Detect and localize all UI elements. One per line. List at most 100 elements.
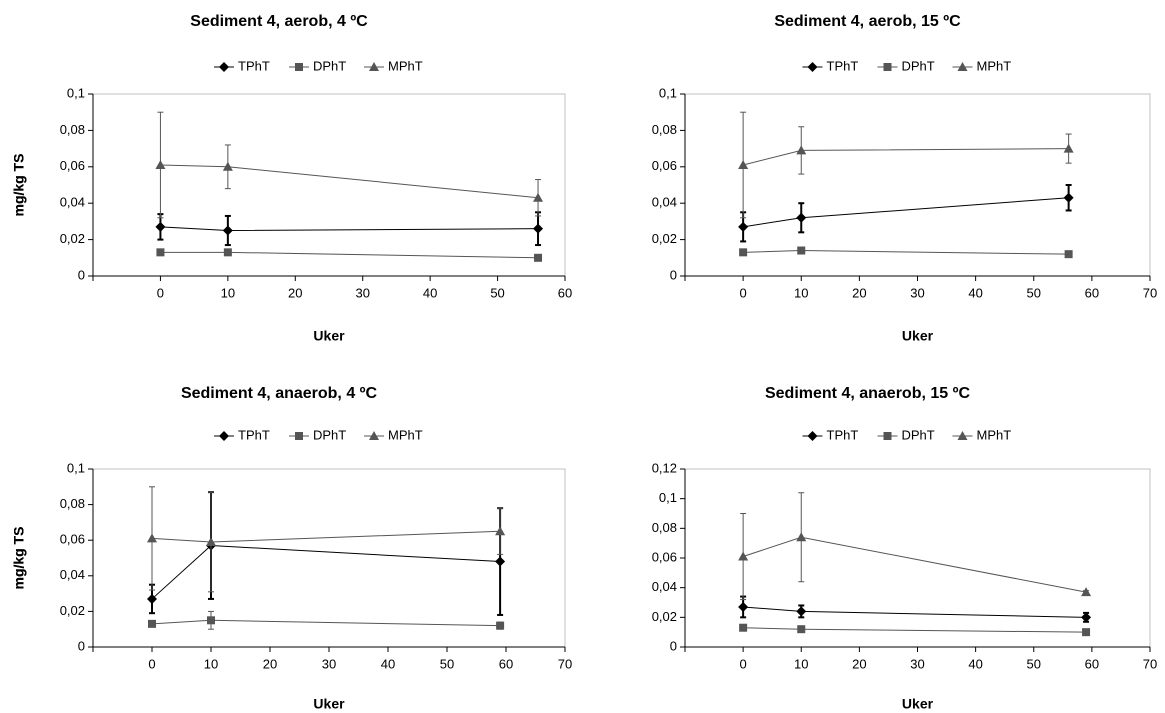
marker <box>796 606 807 617</box>
marker <box>738 159 749 169</box>
y-tick-label: 0,1 <box>659 85 677 100</box>
marker <box>1063 143 1074 153</box>
x-tick-label: 70 <box>1143 285 1157 300</box>
marker <box>147 533 157 543</box>
y-tick-label: 0,08 <box>60 122 85 137</box>
x-tick-label: 50 <box>440 656 454 671</box>
marker <box>533 223 544 234</box>
marker <box>206 536 216 546</box>
legend-marker <box>807 62 818 72</box>
x-tick-label: 60 <box>499 656 513 671</box>
x-axis-label: Uker <box>313 328 345 344</box>
legend-label: DPhT <box>902 58 935 73</box>
marker <box>156 248 165 257</box>
series-line <box>160 226 539 232</box>
series-line <box>743 197 1069 228</box>
marker <box>796 532 807 542</box>
x-tick-label: 70 <box>1143 656 1157 671</box>
x-tick-label: 30 <box>322 656 336 671</box>
x-tick-label: 20 <box>288 285 302 300</box>
plot-area <box>684 93 1151 277</box>
legend-label: TPhT <box>827 58 859 73</box>
series-line <box>160 251 539 259</box>
legend-marker <box>219 62 229 72</box>
marker <box>797 246 806 255</box>
marker <box>1081 612 1092 623</box>
x-tick-label: 10 <box>794 285 808 300</box>
y-tick-label: 0,08 <box>60 496 85 511</box>
marker <box>148 619 156 628</box>
legend-label: TPhT <box>238 427 270 442</box>
y-tick-label: 0,1 <box>67 460 85 475</box>
marker <box>796 145 807 155</box>
marker <box>222 161 233 171</box>
y-tick-label: 0,02 <box>60 603 85 618</box>
x-tick-label: 60 <box>558 285 572 300</box>
marker <box>495 556 506 567</box>
x-tick-label: 50 <box>490 285 504 300</box>
x-tick-label: 30 <box>910 656 924 671</box>
x-tick-label: 60 <box>1085 285 1099 300</box>
legend-marker <box>295 432 303 440</box>
x-tick-label: 60 <box>1085 656 1099 671</box>
y-tick-label: 0 <box>78 267 85 282</box>
series-line <box>743 148 1069 166</box>
marker <box>533 192 544 202</box>
y-tick-label: 0,06 <box>60 158 85 173</box>
chart-title: Sediment 4, anaerob, 4 ºC <box>181 385 378 402</box>
y-tick-label: 0 <box>78 638 85 653</box>
y-tick-label: 0,04 <box>60 195 85 210</box>
y-tick-label: 0,1 <box>659 490 677 505</box>
legend-label: TPhT <box>238 58 270 73</box>
legend-label: MPhT <box>388 58 423 73</box>
marker <box>1082 628 1091 637</box>
marker <box>207 616 215 625</box>
y-tick-label: 0,08 <box>652 520 677 535</box>
y-tick-label: 0,04 <box>60 567 85 582</box>
marker <box>496 621 505 630</box>
y-tick-label: 0,1 <box>67 85 85 100</box>
x-tick-label: 30 <box>355 285 369 300</box>
plot-area <box>684 468 1151 648</box>
series-line <box>743 627 1087 633</box>
y-tick-label: 0,06 <box>60 532 85 547</box>
y-tick-label: 0,02 <box>652 609 677 624</box>
legend-marker <box>369 431 379 440</box>
marker <box>797 625 806 634</box>
series-line <box>743 250 1069 255</box>
chart-title: Sediment 4, aerob, 15 ºC <box>774 13 961 30</box>
marker <box>495 526 506 536</box>
x-tick-label: 20 <box>852 656 866 671</box>
y-tick-label: 0,08 <box>652 122 677 137</box>
legend-marker <box>957 431 968 440</box>
x-axis-label: Uker <box>902 696 934 712</box>
x-tick-label: 0 <box>148 656 155 671</box>
x-tick-label: 0 <box>740 285 747 300</box>
x-tick-label: 50 <box>1027 656 1041 671</box>
legend-marker <box>807 431 818 441</box>
x-axis-label: Uker <box>902 328 934 344</box>
legend-label: TPhT <box>827 427 859 442</box>
x-tick-label: 10 <box>794 656 808 671</box>
legend-label: DPhT <box>902 427 935 442</box>
chart-title: Sediment 4, anaerob, 15 ºC <box>765 385 970 402</box>
x-tick-label: 40 <box>968 656 982 671</box>
y-axis-label: mg/kg TS <box>11 526 27 589</box>
marker <box>1063 192 1074 203</box>
marker <box>534 253 543 262</box>
series-line <box>742 536 1087 593</box>
series-line <box>151 530 501 543</box>
marker <box>1064 250 1073 259</box>
marker <box>147 593 157 604</box>
marker <box>1081 587 1092 597</box>
marker <box>223 248 232 257</box>
y-tick-label: 0,06 <box>652 158 677 173</box>
x-tick-label: 50 <box>1027 285 1041 300</box>
x-tick-label: 40 <box>381 656 395 671</box>
x-tick-label: 10 <box>204 656 218 671</box>
y-axis-label: mg/kg TS <box>11 526 27 589</box>
legend-label: MPhT <box>977 58 1012 73</box>
series-line <box>151 545 501 600</box>
marker <box>738 221 749 232</box>
legend-label: DPhT <box>313 427 346 442</box>
